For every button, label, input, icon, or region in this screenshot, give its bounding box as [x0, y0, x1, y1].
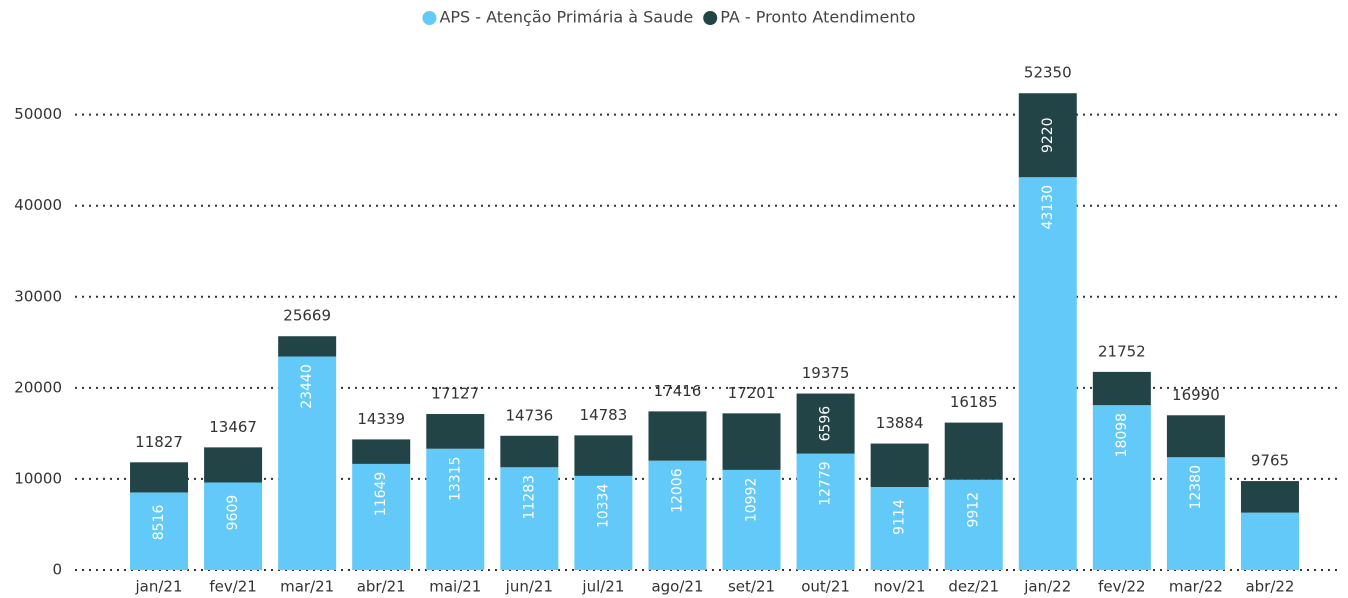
bar-segment [722, 413, 781, 470]
bar-segment [648, 460, 707, 570]
bar-value-label: 12006 [669, 468, 685, 513]
y-tick-label: 0 [52, 561, 62, 579]
bar-segment [1240, 481, 1299, 513]
legend: APS - Atenção Primária à Saude PA - Pront… [422, 8, 916, 27]
x-tick-label: jun/21 [505, 578, 553, 596]
x-tick-label: mai/21 [429, 578, 481, 596]
total-label: 13884 [876, 414, 924, 432]
bar-segment [130, 492, 189, 570]
bar-segment [796, 453, 855, 570]
legend-label: APS - Atenção Primária à Saude [439, 8, 693, 27]
legend-label: PA - Pronto Atendimento [720, 8, 915, 27]
bar-segment [500, 435, 559, 468]
bar-segment [130, 462, 189, 493]
total-label: 25669 [283, 307, 331, 325]
bar-segment [426, 448, 485, 570]
total-label: 14736 [505, 406, 553, 424]
bar-segment [574, 475, 633, 570]
total-label: 17416 [654, 382, 702, 400]
y-tick-label: 10000 [14, 469, 62, 487]
y-tick-label: 50000 [14, 105, 62, 123]
bar-value-label: 23440 [299, 364, 315, 409]
bar-value-label: 6596 [818, 406, 834, 442]
bar-segment [352, 463, 411, 570]
bar-segment [870, 443, 929, 487]
bar-segment [278, 356, 337, 570]
x-tick-label: mar/21 [280, 578, 334, 596]
x-tick-label: abr/21 [357, 578, 406, 596]
bar-segment [574, 435, 633, 476]
bar-segment [204, 447, 263, 483]
x-tick-label: dez/21 [948, 578, 999, 596]
total-label: 19375 [802, 364, 850, 382]
bar-segment [352, 439, 411, 464]
bar-segment [796, 393, 855, 454]
bar-value-label: 9220 [1040, 117, 1056, 153]
total-label: 17127 [431, 385, 479, 403]
bar-segment [1018, 93, 1077, 178]
bar-value-label: 12779 [818, 461, 834, 506]
bar-value-label: 12380 [1188, 465, 1204, 510]
x-tick-label: set/21 [728, 578, 775, 596]
total-label: 52350 [1024, 64, 1072, 82]
bar-segment [944, 479, 1003, 570]
bar-value-label: 9609 [225, 495, 241, 531]
bar-segment [870, 486, 929, 570]
bar-segment [1092, 371, 1151, 406]
bar-value-label: 9114 [892, 499, 908, 535]
bar-value-label: 11283 [521, 475, 537, 520]
bar-segment [1240, 512, 1299, 570]
x-tick-label: jul/21 [581, 578, 624, 596]
x-tick-label: fev/21 [209, 578, 257, 596]
total-label: 17201 [728, 384, 776, 402]
x-tick-label: abr/22 [1245, 578, 1294, 596]
x-tick-label: jan/22 [1023, 578, 1071, 596]
total-label: 16990 [1172, 386, 1220, 404]
x-tick-label: ago/21 [651, 578, 703, 596]
bar-value-label: 13315 [447, 456, 463, 501]
bar-value-label: 10334 [595, 484, 611, 529]
bar-segment [648, 411, 707, 461]
y-tick-label: 30000 [14, 287, 62, 305]
bar-value-label: 11649 [373, 472, 389, 517]
y-tick-label: 40000 [14, 196, 62, 214]
bar-segment [204, 482, 263, 570]
x-tick-label: jan/21 [135, 578, 183, 596]
bar-segment [1166, 415, 1225, 458]
bar-segment [426, 414, 485, 449]
legend-marker [422, 11, 437, 25]
bar-segment [278, 336, 337, 357]
total-label: 21752 [1098, 342, 1146, 360]
bar-segment [944, 422, 1003, 480]
x-tick-label: mar/22 [1169, 578, 1223, 596]
legend-marker [703, 11, 718, 25]
total-label: 11827 [135, 433, 183, 451]
bar-segment [1166, 457, 1225, 570]
x-tick-label: fev/22 [1098, 578, 1146, 596]
bar-value-label: 43130 [1040, 185, 1056, 230]
bar-segment [722, 469, 781, 570]
bar-segment [1018, 177, 1077, 570]
x-tick-label: nov/21 [874, 578, 926, 596]
bar-value-label: 10992 [744, 478, 760, 523]
bar-segment [500, 467, 559, 570]
total-label: 13467 [209, 418, 257, 436]
total-label: 9765 [1251, 452, 1289, 470]
bar-value-label: 8516 [151, 505, 167, 541]
bar-segment [1092, 405, 1151, 570]
bar-value-label: 18098 [1114, 413, 1130, 458]
total-label: 14339 [357, 410, 405, 428]
total-label: 14783 [580, 406, 628, 424]
total-label: 16185 [950, 393, 998, 411]
bar-value-label: 9912 [966, 492, 982, 528]
y-tick-label: 20000 [14, 378, 62, 396]
x-tick-label: out/21 [801, 578, 850, 596]
